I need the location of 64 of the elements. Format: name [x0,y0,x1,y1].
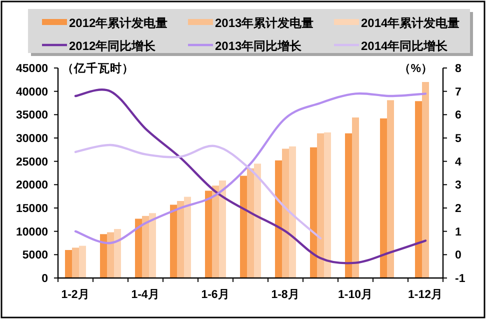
y2-tick-label: 7 [455,86,462,98]
legend-label: 2013年累计发电量 [215,16,314,30]
bar [422,82,429,278]
y-tick-label: 30000 [16,133,48,145]
bar [240,176,247,278]
legend-label: 2013年同比增长 [215,39,303,53]
bar [100,234,107,278]
bar [282,148,289,278]
y-tick-label: 5000 [22,250,48,262]
y2-axis-title: （%） [398,63,433,75]
legend-label: 2014年累计发电量 [361,16,460,30]
legend-label: 2012年累计发电量 [69,16,168,30]
y2-tick-label: 4 [455,156,462,168]
bar [310,147,317,278]
legend-label: 2014年同比增长 [361,39,449,53]
y-axis-title: （亿千瓦时） [62,61,134,75]
bar [247,168,254,278]
bar [142,216,149,278]
bar [415,101,422,278]
bar [107,232,114,278]
x-tick-label: 1-6月 [201,288,230,301]
y-tick-label: 10000 [16,226,48,238]
x-tick-label: 1-8月 [271,288,300,301]
x-tick-label: 1-10月 [338,288,374,301]
x-tick-label: 1-2月 [61,288,90,301]
y2-tick-label: 5 [455,133,462,145]
y2-tick-label: 0 [455,250,462,262]
bar [345,133,352,278]
y2-tick-label: 2 [455,203,462,215]
bar [317,133,324,278]
y2-tick-label: 1 [455,226,462,238]
y-tick-label: 0 [42,273,48,285]
bar [219,180,226,278]
x-tick-label: 1-4月 [131,288,160,301]
bar [79,246,86,278]
bar [72,248,79,278]
y-tick-label: 45000 [16,63,48,75]
bar [212,186,219,278]
bar [170,204,177,278]
y2-tick-label: 8 [455,63,462,75]
bar [205,190,212,278]
bar [352,117,359,278]
y2-tick-label: 6 [455,110,462,122]
bar [114,229,121,278]
bar [149,213,156,278]
bar [275,160,282,278]
y-tick-label: 20000 [16,180,48,192]
y2-tick-label: -1 [455,273,466,285]
bar [254,164,261,278]
y-tick-label: 25000 [16,156,48,168]
bar [324,132,331,278]
bar [65,250,72,278]
bar [135,218,142,278]
bar [289,146,296,278]
bar [387,100,394,278]
bar [184,196,191,278]
x-tick-label: 1-12月 [408,288,444,301]
y-tick-label: 15000 [16,203,48,215]
y2-tick-label: 3 [455,180,462,192]
bar [177,201,184,278]
y-tick-label: 35000 [16,110,48,122]
y-tick-label: 40000 [16,86,48,98]
legend-label: 2012年同比增长 [69,39,157,53]
bar [380,118,387,278]
